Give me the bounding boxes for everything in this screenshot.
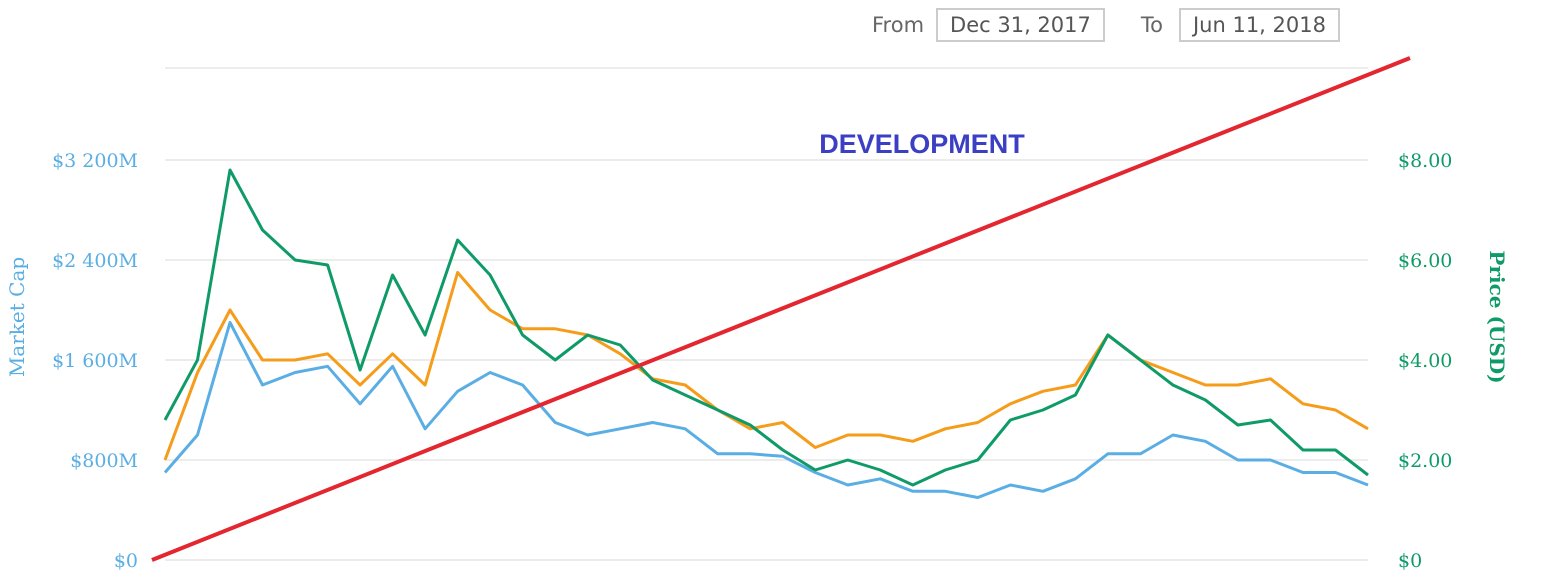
from-label: From (872, 13, 925, 37)
to-date-input[interactable]: Jun 11, 2018 (1178, 8, 1340, 42)
left-tick-label: $0 (114, 550, 138, 570)
left-tick-label: $3 200M (52, 150, 138, 172)
grid-lines (165, 67, 1368, 561)
right-tick-label: $8.00 (1398, 150, 1452, 172)
left-tick-label: $800M (70, 450, 138, 472)
right-tick-label: $4.00 (1398, 350, 1452, 372)
left-tick-label: $2 400M (52, 250, 138, 272)
right-tick-label: $6.00 (1398, 250, 1452, 272)
series-line-3 (163, 168, 1369, 487)
to-label: To (1140, 13, 1163, 37)
from-date-input[interactable]: Dec 31, 2017 (936, 8, 1105, 42)
series-layer (163, 168, 1369, 499)
right-tick-label: $0 (1398, 550, 1422, 570)
left-tick-label: $1 600M (52, 350, 138, 372)
right-axis: $0 $2.00 $4.00 $6.00 $8.00 (1398, 150, 1452, 570)
right-tick-label: $2.00 (1398, 450, 1452, 472)
series-line-1 (163, 321, 1369, 499)
development-annotation: DEVELOPMENT (819, 129, 1025, 159)
date-range-selector: From Dec 31, 2017 To Jun 11, 2018 (872, 5, 1340, 45)
left-axis: $0 $800M $1 600M $2 400M $3 200M (52, 150, 138, 570)
series-line-2 (163, 271, 1369, 461)
trendline (151, 56, 1411, 562)
left-axis-title: Market Cap (5, 257, 29, 377)
right-axis-title: Price (USD) (1485, 250, 1509, 383)
